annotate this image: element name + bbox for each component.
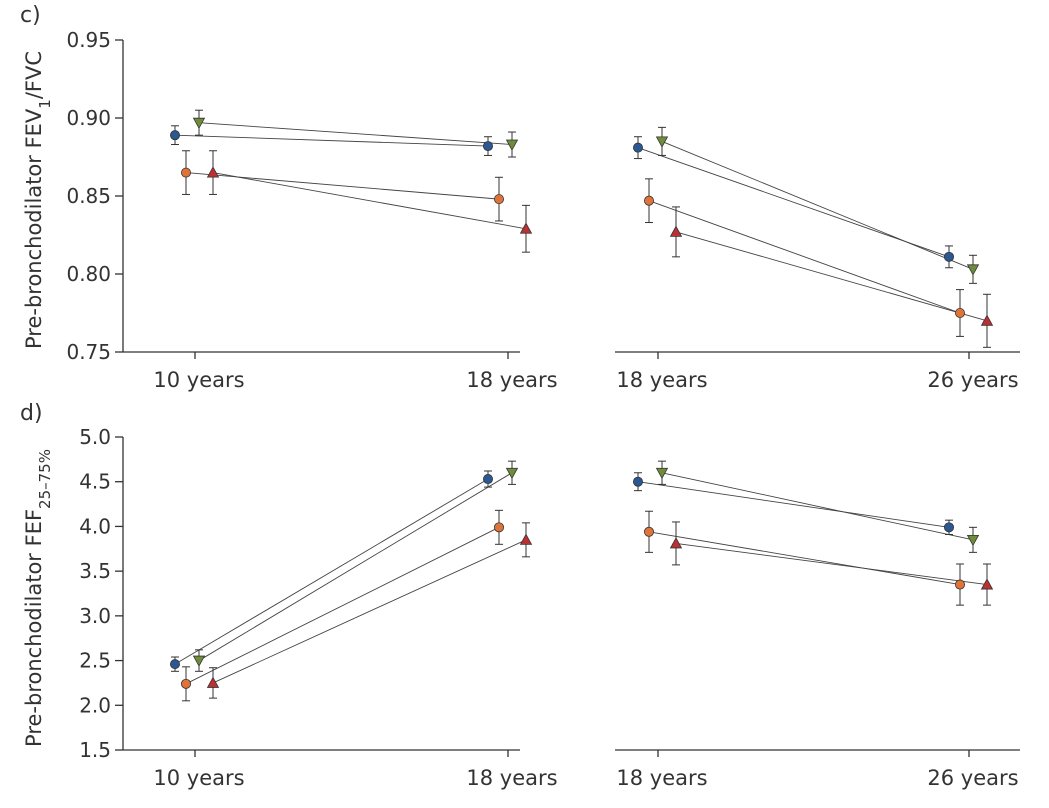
series-connector-line	[661, 472, 974, 541]
y-axis-title-main: Pre-bronchodilator FEV	[22, 108, 46, 349]
y-tick-label: 2.5	[79, 649, 111, 673]
y-tick-label: 1.5	[79, 738, 111, 762]
circle-marker-icon	[633, 142, 644, 153]
y-tick-label: 0.90	[66, 106, 111, 130]
y-tick-label: 5.0	[79, 425, 111, 449]
circle-marker-icon	[644, 195, 655, 206]
triangle-up-marker-icon	[519, 533, 533, 545]
series-connector-line	[675, 542, 988, 586]
series-connector-line	[198, 472, 513, 661]
circle-marker-icon	[644, 526, 655, 537]
triangle-down-marker-icon	[655, 467, 669, 480]
y-tick-label: 0.85	[66, 184, 111, 208]
series-connector-line	[212, 172, 527, 230]
series-connector-line	[174, 134, 489, 147]
series-connector-line	[648, 200, 961, 314]
x-tick-label: 26 years	[927, 368, 1018, 392]
x-tick-label: 18 years	[466, 766, 557, 790]
y-axis-title-subscript: 25–75%	[36, 449, 54, 509]
series-connector-line	[675, 231, 988, 322]
x-tick-label: 10 years	[153, 766, 244, 790]
y-tick-label: 3.0	[79, 604, 111, 628]
y-tick-label: 0.95	[66, 28, 111, 52]
chart-panel-c-right: 18 years 26 years	[615, 126, 1020, 392]
circle-marker-icon	[955, 579, 966, 590]
series-connector-line	[185, 526, 500, 685]
x-tick-label: 18 years	[616, 368, 707, 392]
x-tick-label: 26 years	[927, 766, 1018, 790]
x-tick-label: 10 years	[153, 368, 244, 392]
series-connector-line	[648, 531, 961, 586]
y-tick-label: 0.80	[66, 262, 111, 286]
triangle-up-marker-icon	[206, 676, 220, 688]
triangle-up-marker-icon	[206, 166, 220, 178]
circle-marker-icon	[180, 678, 191, 689]
triangle-down-marker-icon	[655, 136, 669, 148]
y-axis-title-main: Pre-bronchodilator FEF	[22, 509, 46, 747]
circle-marker-icon	[944, 522, 955, 533]
triangle-down-marker-icon	[966, 264, 980, 276]
chart-panel-d-left: 10 years 18 years 1.5 2.0 2.5 3.0 3.5 4.0 4.5 5.0	[79, 425, 557, 790]
triangle-up-marker-icon	[980, 578, 994, 590]
triangle-down-marker-icon	[505, 139, 519, 151]
panels: 10 years 18 years 0.75 0.80 0.85 0.90 0.95 18 y…	[66, 28, 1020, 790]
y-tick-label: 4.5	[79, 470, 111, 494]
series-connector-line	[198, 122, 513, 145]
circle-marker-icon	[944, 251, 955, 262]
chart-panel-c-left: 10 years 18 years 0.75 0.80 0.85 0.90 0.95	[66, 28, 557, 392]
circle-marker-icon	[482, 141, 493, 152]
circle-marker-icon	[955, 307, 966, 318]
y-tick-label: 3.5	[79, 559, 111, 583]
panel-label-c: c)	[20, 3, 41, 28]
circle-marker-icon	[493, 194, 504, 205]
series-connector-line	[661, 140, 974, 270]
y-axis-title-tail: /FVC	[22, 51, 46, 99]
series-connector-line	[174, 478, 489, 665]
y-axis-title-subscript: 1	[36, 99, 54, 109]
y-tick-label: 2.0	[79, 693, 111, 717]
triangle-up-marker-icon	[669, 225, 683, 237]
circle-marker-icon	[180, 167, 191, 178]
triangle-up-marker-icon	[519, 222, 533, 234]
circle-marker-icon	[633, 476, 644, 487]
triangle-down-marker-icon	[966, 534, 980, 547]
triangle-up-marker-icon	[980, 314, 994, 326]
y-tick-label: 0.75	[66, 340, 111, 364]
series-connector-line	[637, 481, 950, 528]
x-tick-label: 18 years	[466, 368, 557, 392]
panel-label-d: d)	[20, 401, 43, 426]
y-tick-label: 4.0	[79, 514, 111, 538]
chart-panel-d-right: 18 years 26 years	[615, 460, 1020, 790]
triangle-down-marker-icon	[192, 655, 206, 667]
circle-marker-icon	[493, 522, 504, 533]
circle-marker-icon	[169, 659, 180, 670]
triangle-down-marker-icon	[505, 467, 519, 480]
circle-marker-icon	[169, 130, 180, 141]
series-connector-line	[637, 147, 950, 258]
x-tick-label: 18 years	[616, 766, 707, 790]
y-axis-title-fev1-fvc: Pre-bronchodilator FEV1/FVC	[22, 51, 54, 349]
triangle-down-marker-icon	[192, 117, 206, 130]
triangle-up-marker-icon	[669, 537, 683, 549]
y-axis-title-fef: Pre-bronchodilator FEF25–75%	[22, 449, 54, 747]
circle-marker-icon	[482, 474, 493, 485]
series-connector-line	[212, 539, 527, 684]
